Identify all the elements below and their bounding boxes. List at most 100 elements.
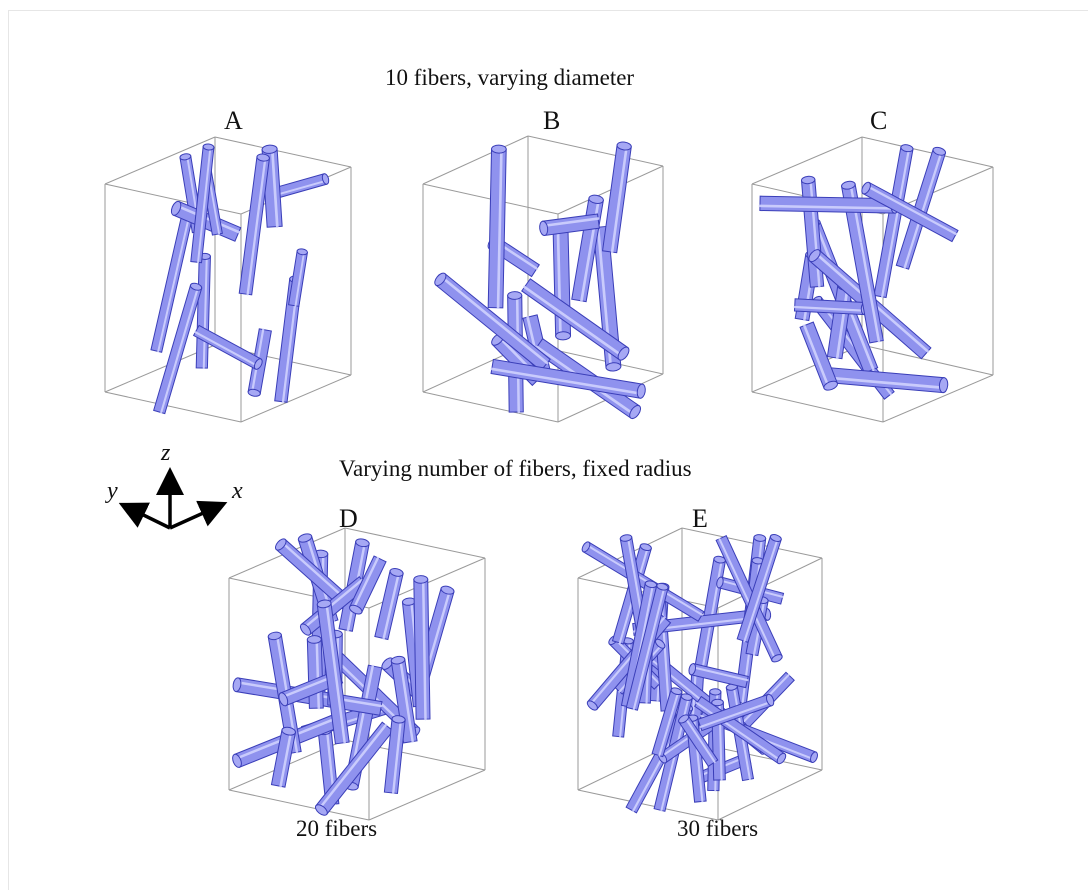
fiber-end-cap bbox=[678, 714, 690, 724]
axis-label-y: y bbox=[107, 478, 118, 504]
fiber-end-cap bbox=[581, 541, 591, 553]
panel-a-fiber-cube bbox=[104, 136, 352, 423]
fiber-highlight bbox=[793, 305, 866, 312]
fiber-body bbox=[306, 638, 324, 709]
fiber-body bbox=[374, 570, 404, 641]
fiber-highlight bbox=[399, 658, 414, 743]
fiber bbox=[736, 534, 782, 643]
fiber-highlight bbox=[803, 324, 830, 388]
cube-edge bbox=[861, 136, 994, 168]
fiber-end-cap bbox=[932, 146, 947, 156]
cube-edge bbox=[228, 789, 370, 821]
fiber-end-cap bbox=[297, 533, 313, 543]
fiber-end-cap bbox=[555, 331, 572, 341]
fiber-end-cap bbox=[670, 687, 683, 696]
fiber bbox=[413, 575, 431, 721]
cube-edge bbox=[717, 769, 823, 821]
fiber bbox=[697, 693, 775, 732]
fiber-end-cap bbox=[170, 200, 182, 216]
fiber-end-cap bbox=[440, 585, 455, 595]
fiber bbox=[592, 225, 622, 372]
fiber-end-cap bbox=[776, 752, 787, 765]
fiber-highlight bbox=[496, 147, 503, 310]
panel-label-b: B bbox=[543, 106, 561, 135]
fiber-end-cap bbox=[617, 346, 630, 361]
fiber-end-cap bbox=[800, 175, 816, 185]
cube-edge bbox=[104, 391, 242, 423]
cube-edge bbox=[751, 136, 863, 185]
fiber-end-cap bbox=[636, 383, 646, 399]
fiber bbox=[383, 715, 406, 795]
fiber bbox=[861, 181, 959, 243]
fiber-highlight bbox=[194, 331, 259, 367]
fiber bbox=[434, 272, 551, 372]
cube-edge bbox=[422, 135, 529, 185]
fiber-end-cap bbox=[656, 582, 669, 591]
fiber-end-cap bbox=[808, 249, 821, 263]
fiber-end-cap bbox=[232, 753, 242, 768]
fiber-end-cap bbox=[349, 604, 363, 615]
fiber-end-cap bbox=[179, 153, 192, 161]
fiber-highlight bbox=[691, 666, 749, 682]
fiber-highlight bbox=[684, 716, 716, 764]
panel-label-a: A bbox=[224, 106, 243, 135]
panel-label-e: E bbox=[692, 504, 708, 533]
fiber-end-cap bbox=[491, 144, 507, 154]
cube-edge bbox=[527, 135, 664, 167]
cube-edge bbox=[422, 391, 559, 423]
fiber-highlight bbox=[294, 251, 306, 307]
fiber-end-cap bbox=[267, 631, 282, 641]
fiber-highlight bbox=[440, 276, 549, 365]
fiber bbox=[349, 555, 387, 615]
fiber-end-cap bbox=[688, 663, 697, 676]
cube-edge bbox=[344, 527, 486, 559]
cube-edge bbox=[240, 374, 352, 423]
fiber bbox=[873, 144, 914, 299]
figure-frame bbox=[8, 10, 1088, 890]
fiber-highlight bbox=[658, 690, 680, 757]
axis-label-z: z bbox=[161, 440, 171, 466]
fiber-highlight bbox=[758, 204, 897, 210]
fiber-end-cap bbox=[314, 804, 328, 816]
fiber bbox=[895, 146, 947, 270]
cube-edge bbox=[368, 769, 486, 821]
cube-edge bbox=[577, 789, 719, 821]
fiber-end-cap bbox=[316, 599, 332, 609]
fiber-highlight bbox=[695, 702, 782, 762]
fiber bbox=[153, 282, 203, 415]
bottom-heading: Varying number of fibers, fixed radius bbox=[339, 456, 692, 481]
fiber-highlight bbox=[202, 255, 208, 370]
fiber-end-cap bbox=[619, 534, 633, 542]
fiber-end-cap bbox=[900, 144, 914, 153]
fiber bbox=[487, 144, 507, 310]
fiber-end-cap bbox=[841, 180, 856, 190]
fiber-end-cap bbox=[281, 726, 296, 736]
fiber bbox=[192, 324, 263, 370]
panel-d-fiber-cube bbox=[228, 527, 486, 821]
fiber-end-cap bbox=[253, 358, 263, 370]
fiber-highlight bbox=[318, 723, 387, 810]
fiber-highlight bbox=[315, 638, 321, 710]
panel-caption-e: 30 fibers bbox=[677, 816, 759, 841]
cube-edge bbox=[751, 391, 884, 423]
fiber-highlight bbox=[175, 204, 241, 234]
fiber-highlight bbox=[699, 700, 772, 728]
fiber-end-cap bbox=[716, 576, 724, 589]
fiber-end-cap bbox=[306, 635, 322, 644]
fiber-body bbox=[873, 146, 914, 299]
fiber-end-cap bbox=[539, 220, 549, 236]
fiber-end-cap bbox=[616, 141, 632, 151]
fiber-highlight bbox=[586, 544, 704, 616]
cube-edge bbox=[751, 344, 863, 393]
fiber-highlight bbox=[382, 571, 401, 640]
fiber-highlight bbox=[490, 367, 643, 395]
axis-label-x: x bbox=[232, 478, 243, 504]
fiber-end-cap bbox=[434, 272, 447, 286]
fiber-end-cap bbox=[278, 692, 289, 707]
fiber-end-cap bbox=[629, 404, 642, 420]
fiber-highlight bbox=[392, 718, 403, 795]
fiber-highlight bbox=[881, 147, 911, 298]
cube-edge bbox=[681, 527, 823, 559]
fiber-highlight bbox=[160, 286, 200, 414]
